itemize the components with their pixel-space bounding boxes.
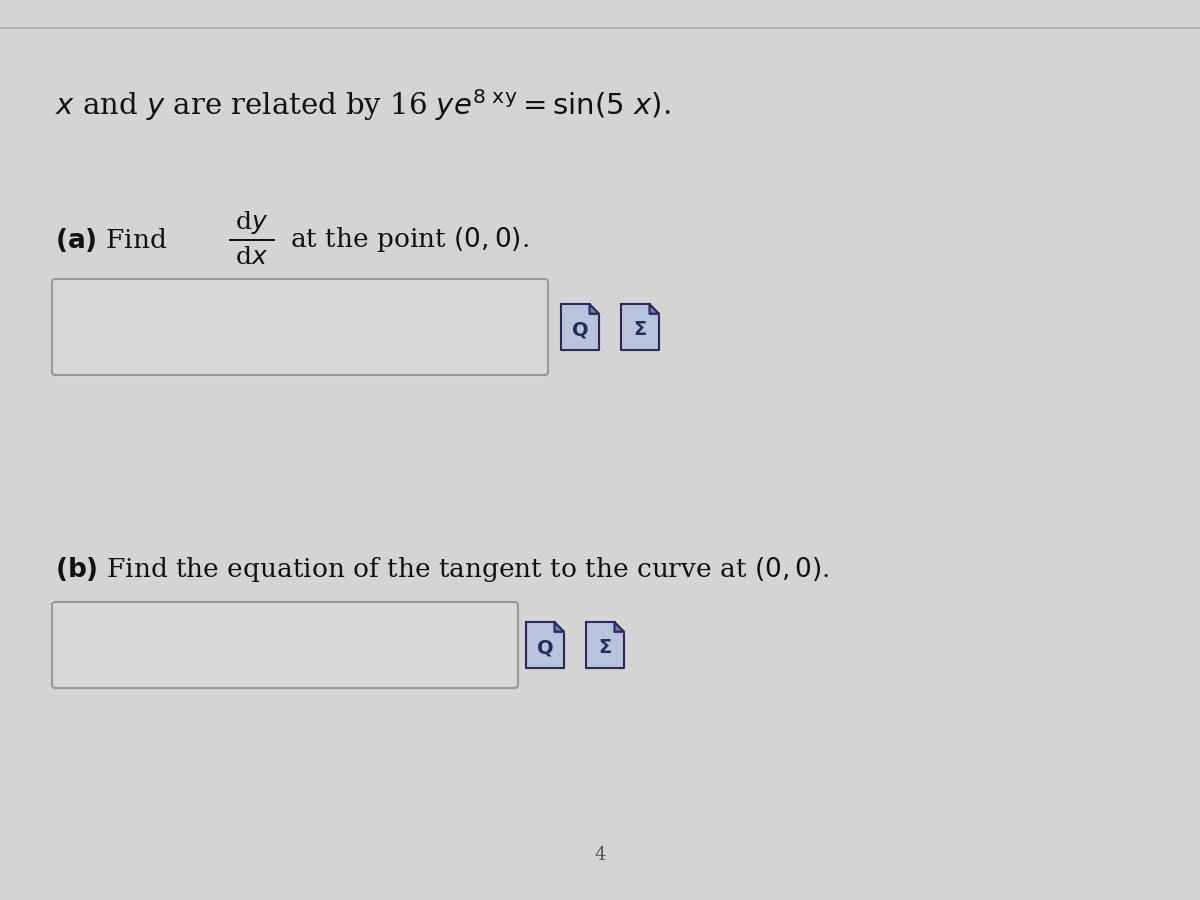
Text: $\mathbf{(b)}$ Find the equation of the tangent to the curve at $(0, 0)$.: $\mathbf{(b)}$ Find the equation of the … — [55, 555, 829, 584]
Polygon shape — [586, 622, 624, 668]
Polygon shape — [589, 304, 599, 314]
Polygon shape — [526, 622, 564, 668]
Text: $\mathbf{\Sigma}$: $\mathbf{\Sigma}$ — [598, 639, 612, 657]
FancyBboxPatch shape — [52, 279, 548, 375]
Text: 4: 4 — [594, 846, 606, 864]
Polygon shape — [554, 622, 564, 632]
Polygon shape — [562, 304, 599, 350]
Polygon shape — [649, 304, 659, 314]
FancyBboxPatch shape — [52, 602, 518, 688]
Text: $\mathbf{Q}$: $\mathbf{Q}$ — [571, 320, 589, 340]
Text: $\mathbf{\Sigma}$: $\mathbf{\Sigma}$ — [634, 321, 647, 339]
Text: at the point $(0, 0)$.: at the point $(0, 0)$. — [290, 226, 529, 255]
Text: $\mathbf{(a)}$ Find: $\mathbf{(a)}$ Find — [55, 226, 167, 254]
Text: d$y$: d$y$ — [235, 209, 269, 236]
Text: $\mathbf{Q}$: $\mathbf{Q}$ — [536, 638, 554, 658]
Text: $x$ and $y$ are related by 16 $ye^{8\ \mathrm{xy}} = \sin(5\ x)$.: $x$ and $y$ are related by 16 $ye^{8\ \m… — [55, 87, 671, 123]
Text: d$x$: d$x$ — [235, 247, 269, 269]
Polygon shape — [614, 622, 624, 632]
Polygon shape — [622, 304, 659, 350]
